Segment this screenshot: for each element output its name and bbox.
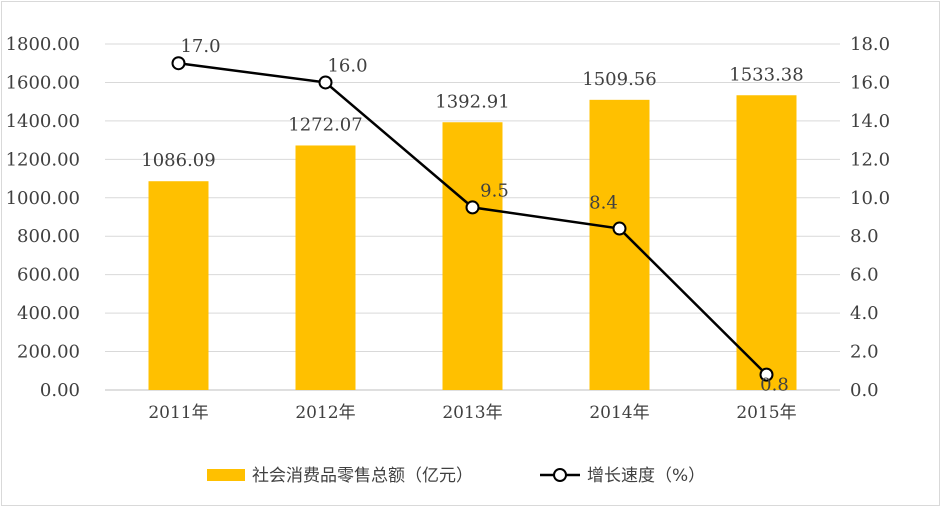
left-tick-label: 0.00: [40, 380, 80, 401]
legend-bar-label: 社会消费品零售总额（亿元）: [252, 466, 473, 486]
right-axis-ticks: 0.0 2.0 4.0 6.0 8.0 10.0 12.0 14.0 16.0 18.0: [850, 34, 890, 401]
bar-value-label: 1509.56: [582, 69, 656, 90]
line-point: [171, 56, 186, 71]
legend: 社会消费品零售总额（亿元） 增长速度（%）: [207, 466, 705, 486]
line-point: [465, 200, 480, 215]
left-axis-ticks: 0.00 200.00 400.00 600.00 800.00 1000.00 1200.…: [6, 34, 80, 401]
line-point: [318, 75, 333, 90]
line-point: [759, 367, 774, 382]
bar: [442, 122, 503, 391]
bar: [736, 95, 797, 390]
right-tick-label: 10.0: [850, 188, 890, 209]
bar-value-label: 1272.07: [288, 114, 362, 135]
bar: [589, 99, 650, 390]
line-series: 17.0 16.0 9.5 8.4 0.8: [171, 36, 789, 396]
right-tick-label: 12.0: [850, 149, 890, 170]
left-tick-label: 1600.00: [6, 72, 80, 93]
line-point: [612, 221, 627, 236]
legend-line-marker: [553, 468, 567, 482]
category-label: 2012年: [295, 403, 355, 423]
right-tick-label: 16.0: [850, 72, 890, 93]
left-tick-label: 400.00: [17, 303, 80, 324]
line-value-label: 8.4: [589, 193, 618, 214]
line-value-label: 16.0: [327, 55, 367, 76]
category-label: 2015年: [736, 403, 796, 423]
right-tick-label: 18.0: [850, 34, 890, 55]
left-tick-label: 200.00: [17, 342, 80, 363]
bar-value-label: 1392.91: [435, 91, 509, 112]
category-labels: 2011年 2012年 2013年 2014年 2015年: [148, 403, 796, 423]
bar-series: 1086.09 1272.07 1392.91 1509.56 1533.38: [141, 64, 804, 391]
line-value-label: 9.5: [480, 180, 509, 201]
right-tick-label: 14.0: [850, 111, 890, 132]
bar-value-label: 1086.09: [141, 150, 215, 171]
right-tick-label: 6.0: [850, 265, 879, 286]
right-tick-label: 8.0: [850, 226, 879, 247]
gridlines: [105, 43, 840, 391]
line-value-label: 0.8: [760, 375, 789, 396]
right-tick-label: 4.0: [850, 303, 879, 324]
left-tick-label: 1000.00: [6, 188, 80, 209]
bar-value-label: 1533.38: [729, 64, 803, 85]
legend-line-label: 增长速度（%）: [587, 466, 705, 486]
left-tick-label: 1200.00: [6, 149, 80, 170]
left-tick-label: 1800.00: [6, 34, 80, 55]
category-label: 2013年: [442, 403, 502, 423]
left-tick-label: 1400.00: [6, 111, 80, 132]
legend-bar-swatch: [207, 469, 245, 481]
left-tick-label: 600.00: [17, 265, 80, 286]
bar: [148, 181, 209, 390]
category-label: 2011年: [148, 403, 208, 423]
right-tick-label: 2.0: [850, 342, 879, 363]
line-value-label: 17.0: [180, 36, 220, 57]
category-label: 2014年: [589, 403, 649, 423]
left-tick-label: 800.00: [17, 226, 80, 247]
bar: [295, 145, 356, 390]
right-tick-label: 0.0: [850, 380, 879, 401]
